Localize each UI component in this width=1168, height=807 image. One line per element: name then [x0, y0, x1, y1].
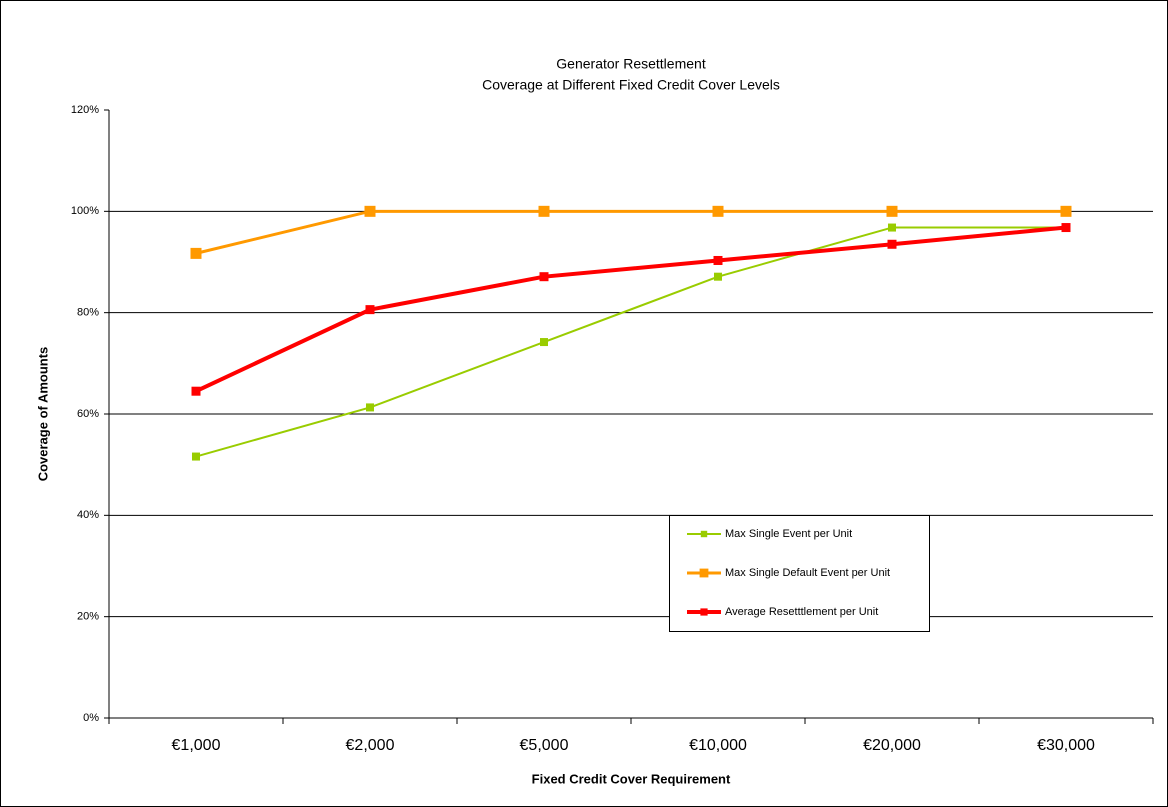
legend-label: Max Single Event per Unit	[725, 528, 852, 540]
y-tick-label: 20%	[77, 611, 99, 623]
point-marker	[713, 255, 723, 265]
y-axis-title: Coverage of Amounts	[35, 347, 50, 482]
x-axis-title: Fixed Credit Cover Requirement	[532, 771, 731, 786]
x-tick-label: €1,000	[172, 737, 221, 754]
point-marker	[191, 386, 201, 396]
legend-marker	[699, 568, 709, 578]
x-tick-label: €2,000	[346, 737, 395, 754]
point-marker	[1060, 205, 1072, 217]
point-marker	[714, 272, 722, 281]
series-line	[195, 225, 1067, 394]
point-marker	[538, 205, 550, 217]
legend-marker	[700, 608, 708, 616]
point-marker	[712, 205, 724, 217]
point-marker	[539, 272, 549, 282]
point-marker	[365, 305, 375, 315]
x-tick-label: €20,000	[863, 737, 921, 754]
point-marker	[887, 239, 897, 249]
x-tick-label: €5,000	[520, 737, 569, 754]
point-marker	[192, 452, 200, 461]
point-marker	[366, 403, 374, 412]
x-tick-label: €10,000	[689, 737, 747, 754]
point-marker	[1061, 223, 1071, 233]
series-line	[195, 209, 1066, 255]
chart-subtitle: Coverage at Different Fixed Credit Cover…	[482, 77, 780, 93]
point-marker	[540, 338, 548, 347]
y-tick-label: 60%	[77, 408, 99, 420]
y-tick-label: 80%	[77, 307, 99, 319]
y-tick-label: 0%	[83, 712, 99, 724]
point-marker	[886, 205, 898, 217]
y-tick-label: 40%	[77, 509, 99, 521]
legend-marker	[700, 530, 708, 538]
x-tick-label: €30,000	[1037, 737, 1095, 754]
chart-title: Generator Resettlement	[556, 56, 706, 72]
y-tick-label: 100%	[71, 205, 99, 217]
series-line	[195, 226, 1066, 458]
point-marker	[190, 247, 202, 259]
y-tick-label: 120%	[71, 104, 99, 116]
point-marker	[364, 205, 376, 217]
legend-label: Average Resetttlement per Unit	[725, 606, 878, 618]
point-marker	[888, 223, 896, 232]
legend-label: Max Single Default Event per Unit	[725, 567, 890, 579]
